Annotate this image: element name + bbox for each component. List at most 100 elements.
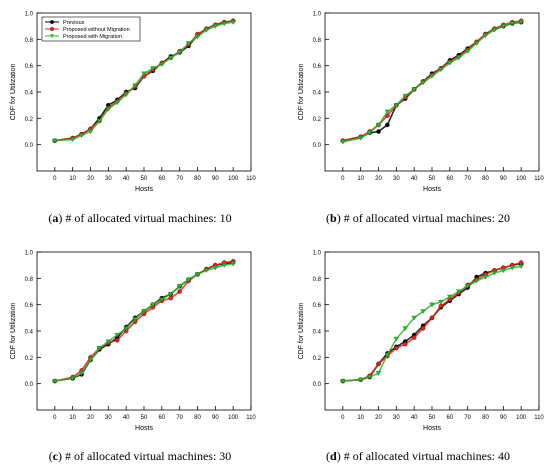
caption-b-text: # of allocated virtual machines: 20 [340, 211, 510, 225]
y-tick-label: 0.4 [313, 330, 322, 336]
y-tick-label: 1.0 [313, 12, 322, 18]
legend-marker [50, 34, 54, 38]
x-tick-label: 110 [534, 176, 544, 182]
data-point [447, 294, 453, 300]
data-point [357, 136, 364, 141]
data-point [87, 129, 94, 135]
data-point [385, 122, 390, 128]
data-point [212, 24, 219, 29]
chart-panel-a: 0.0 0.2 0.4 0.6 0.8 1.0 0 10 20 30 40 50 60 70 80 90 100… [10, 12, 256, 194]
y-tick-label: 1.0 [313, 251, 322, 257]
y-axis-label: CDF for Utilization [10, 303, 17, 360]
y-tick-label: 0.8 [25, 277, 34, 283]
data-point [185, 41, 192, 46]
data-point [500, 268, 507, 274]
x-tick-label: 70 [464, 415, 471, 421]
data-point [394, 345, 399, 351]
x-tick-label: 10 [357, 415, 364, 421]
data-point [411, 335, 417, 340]
series-line-3 [342, 265, 522, 382]
x-tick-label: 0 [53, 415, 57, 421]
caption-d-text: # of allocated virtual machines: 40 [340, 449, 510, 463]
y-axis-label: CDF for Utilization [10, 64, 17, 121]
y-tick-label: 0.2 [313, 356, 322, 362]
y-tick-label: 0.4 [25, 330, 34, 336]
x-tick-label: 80 [482, 415, 489, 421]
data-point [105, 339, 112, 345]
data-point [509, 265, 516, 271]
series-line-1 [54, 261, 234, 382]
x-tick-label: 60 [446, 415, 453, 421]
data-point [194, 34, 201, 40]
data-point [141, 309, 147, 314]
legend-entry: Proposed without Migration [63, 27, 130, 33]
x-tick-label: 60 [158, 415, 165, 421]
data-point [212, 265, 219, 271]
chart-panel-b: 0.0 0.2 0.4 0.6 0.8 1.0 0 10 20 30 40 50 60 70 80 90 100… [298, 12, 544, 194]
caption-a: (a) # of allocated virtual machines: 10 [48, 211, 232, 225]
data-point [78, 133, 85, 139]
plot-frame [324, 251, 540, 411]
y-tick-label: 0.0 [313, 143, 322, 149]
data-point [447, 61, 453, 66]
x-tick-label: 110 [246, 415, 256, 421]
y-tick-label: 0.4 [25, 91, 34, 97]
data-point [357, 377, 364, 383]
y-tick-label: 0.6 [313, 64, 322, 70]
data-point [87, 357, 94, 363]
data-point [473, 41, 480, 46]
data-point [69, 376, 76, 381]
x-tick-label: 100 [516, 176, 527, 182]
data-point [230, 20, 236, 25]
data-point [411, 87, 417, 92]
data-point [393, 336, 400, 342]
data-point [167, 292, 174, 297]
x-tick-label: 10 [69, 415, 76, 421]
x-tick-label: 100 [516, 415, 527, 421]
data-point [464, 284, 471, 289]
data-point [366, 375, 373, 380]
data-point [375, 122, 382, 128]
data-point [176, 284, 183, 289]
data-point [402, 341, 408, 347]
x-tick-label: 50 [141, 415, 148, 421]
x-tick-label: 30 [105, 415, 112, 421]
x-tick-label: 30 [393, 415, 400, 421]
y-tick-label: 1.0 [25, 12, 34, 18]
y-tick-label: 0.2 [25, 356, 34, 362]
data-point [438, 300, 444, 305]
x-tick-label: 0 [341, 176, 345, 182]
y-tick-label: 0.0 [313, 382, 322, 388]
caption-c: (c) # of allocated virtual machines: 30 [48, 449, 232, 463]
legend-marker [50, 20, 54, 24]
series-line-1 [342, 21, 522, 142]
legend-entry: Previous [63, 20, 85, 26]
y-tick-label: 0.0 [25, 143, 34, 149]
data-point [455, 289, 462, 295]
data-point [429, 74, 435, 79]
data-point [384, 109, 391, 115]
x-tick-label: 40 [123, 176, 130, 182]
data-point [420, 326, 426, 331]
x-tick-label: 50 [141, 176, 148, 182]
x-tick-label: 40 [411, 415, 418, 421]
plot-frame [324, 12, 540, 172]
x-tick-label: 100 [228, 176, 239, 182]
x-tick-label: 50 [429, 176, 436, 182]
data-point [340, 379, 346, 384]
x-tick-label: 40 [123, 415, 130, 421]
x-tick-label: 70 [176, 176, 183, 182]
data-point [167, 55, 174, 61]
data-point [78, 371, 85, 376]
x-tick-label: 100 [228, 415, 239, 421]
data-point [123, 326, 129, 331]
caption-a-letter: a [52, 211, 59, 225]
data-point [411, 315, 417, 321]
data-point [159, 62, 165, 67]
x-tick-label: 30 [105, 176, 112, 182]
series-line-2 [342, 20, 522, 142]
data-point [420, 309, 426, 314]
y-tick-label: 0.0 [25, 382, 34, 388]
data-point [96, 346, 103, 351]
